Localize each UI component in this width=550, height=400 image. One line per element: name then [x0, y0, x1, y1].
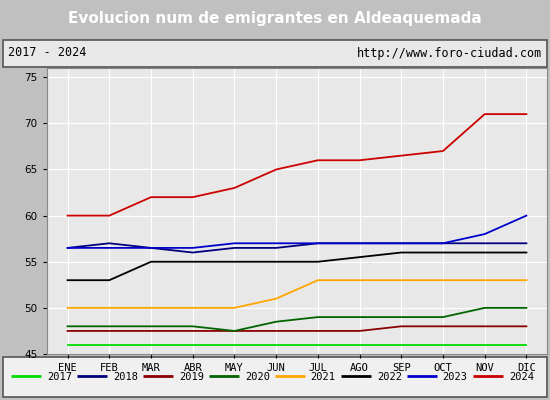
- Text: 2018: 2018: [113, 372, 138, 382]
- Text: 2019: 2019: [179, 372, 204, 382]
- Text: 2024: 2024: [509, 372, 534, 382]
- Text: 2017: 2017: [47, 372, 72, 382]
- FancyBboxPatch shape: [3, 40, 547, 66]
- Text: 2017 - 2024: 2017 - 2024: [8, 46, 87, 60]
- Text: 2020: 2020: [245, 372, 270, 382]
- Text: 2022: 2022: [377, 372, 402, 382]
- Text: Evolucion num de emigrantes en Aldeaquemada: Evolucion num de emigrantes en Aldeaquem…: [68, 12, 482, 26]
- Text: 2021: 2021: [311, 372, 335, 382]
- FancyBboxPatch shape: [3, 357, 547, 397]
- Text: http://www.foro-ciudad.com: http://www.foro-ciudad.com: [356, 46, 542, 60]
- Text: 2023: 2023: [443, 372, 467, 382]
